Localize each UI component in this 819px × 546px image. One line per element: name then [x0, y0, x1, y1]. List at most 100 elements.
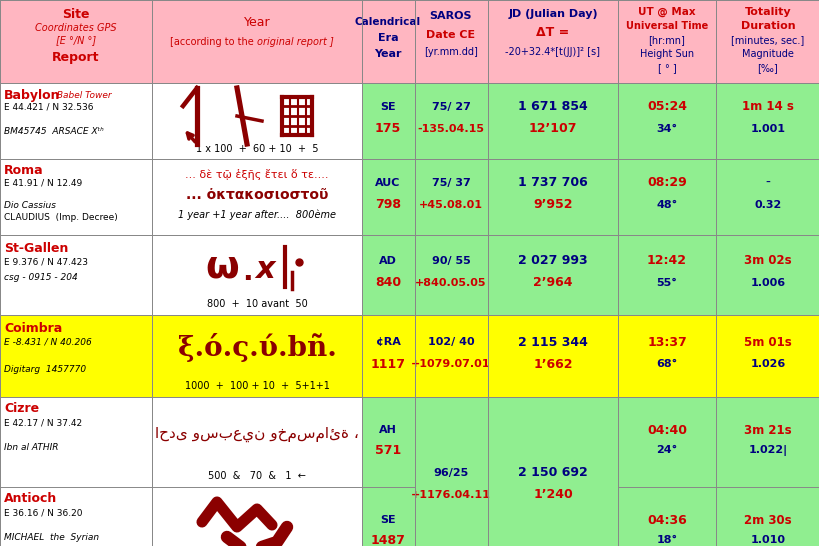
Text: 3m 21s: 3m 21s	[744, 424, 791, 436]
Text: 1m 14 s: 1m 14 s	[741, 100, 793, 114]
Text: 34°: 34°	[656, 124, 676, 134]
Text: SAROS: SAROS	[429, 11, 472, 21]
Text: 04:40: 04:40	[646, 424, 686, 436]
Bar	[414, 83, 487, 159]
Text: SE: SE	[380, 515, 396, 525]
Bar	[618, 397, 715, 546]
Text: +45.08.01: +45.08.01	[419, 200, 482, 210]
Text: Year: Year	[373, 49, 401, 59]
Bar	[0, 0, 152, 83]
Text: SE: SE	[380, 102, 396, 112]
Text: Ibn al ATHIR: Ibn al ATHIR	[4, 442, 58, 452]
Text: 12:42: 12:42	[646, 254, 686, 268]
Text: [yr.mm.dd]: [yr.mm.dd]	[423, 47, 477, 57]
Text: AD: AD	[378, 256, 396, 266]
Text: ¢RA: ¢RA	[375, 337, 400, 347]
Bar	[414, 159, 487, 235]
Text: 55°: 55°	[656, 278, 676, 288]
Bar	[0, 397, 152, 546]
Text: 5m 01s: 5m 01s	[743, 335, 791, 348]
Text: ... ὀκτακοσιοστοῦ: ... ὀκτακοσιοστοῦ	[186, 188, 328, 202]
Bar	[618, 83, 715, 159]
Text: UT @ Max: UT @ Max	[637, 7, 695, 17]
Text: 3m 02s: 3m 02s	[744, 254, 791, 268]
Text: E 9.376 / N 47.423: E 9.376 / N 47.423	[4, 258, 88, 266]
Text: Coimbra: Coimbra	[4, 322, 62, 335]
Text: [ ° ]: [ ° ]	[657, 63, 676, 73]
Bar	[487, 159, 618, 235]
Text: 1 year +1 year after....  800ème: 1 year +1 year after.... 800ème	[178, 210, 336, 220]
Text: 2 115 344: 2 115 344	[518, 335, 587, 348]
Text: +1176.04.11: +1176.04.11	[410, 490, 491, 500]
Bar	[715, 159, 819, 235]
Bar	[414, 0, 487, 83]
Text: E 42.17 / N 37.42: E 42.17 / N 37.42	[4, 418, 82, 428]
Text: csg - 0915 - 204: csg - 0915 - 204	[4, 272, 78, 282]
Text: Site: Site	[62, 8, 89, 21]
Text: E 36.16 / N 36.20: E 36.16 / N 36.20	[4, 508, 83, 518]
Bar	[487, 315, 618, 397]
Text: 1.006: 1.006	[749, 278, 785, 288]
Bar	[715, 397, 819, 546]
Text: Report: Report	[52, 50, 100, 63]
Bar	[414, 397, 487, 546]
Bar	[487, 0, 618, 83]
Text: E -8.431 / N 40.206: E -8.431 / N 40.206	[4, 337, 92, 347]
Text: BM45745  ARSACE Xᵗʰ: BM45745 ARSACE Xᵗʰ	[4, 127, 104, 135]
Text: ΔT =: ΔT =	[536, 26, 569, 39]
Text: Cizre: Cizre	[4, 402, 39, 416]
Bar	[152, 235, 361, 315]
Text: ω: ω	[205, 248, 238, 286]
Text: Coordinates GPS: Coordinates GPS	[35, 23, 116, 33]
Text: -: -	[765, 176, 770, 190]
Text: .: .	[242, 258, 252, 286]
Text: [E °/N °]: [E °/N °]	[56, 35, 96, 45]
Text: 571: 571	[374, 443, 400, 456]
Text: 12’107: 12’107	[528, 122, 577, 135]
Text: 2’964: 2’964	[532, 276, 572, 289]
Text: Dio Cassius: Dio Cassius	[4, 200, 56, 210]
Text: Date CE: Date CE	[426, 30, 475, 40]
Bar	[361, 397, 414, 546]
Text: 800  +  10 avant  50: 800 + 10 avant 50	[206, 299, 307, 309]
Text: 1 671 854: 1 671 854	[518, 100, 587, 114]
Bar	[414, 315, 487, 397]
Text: Digitarg  1457770: Digitarg 1457770	[4, 365, 86, 375]
Text: Duration: Duration	[740, 21, 794, 31]
Bar	[715, 235, 819, 315]
Text: E 44.421 / N 32.536: E 44.421 / N 32.536	[4, 103, 93, 111]
Text: Year: Year	[243, 15, 270, 28]
Text: Babel Tower: Babel Tower	[54, 91, 111, 99]
Bar	[715, 83, 819, 159]
Text: Era: Era	[378, 33, 398, 43]
Bar	[0, 315, 152, 397]
Bar	[618, 315, 715, 397]
Text: ξ.ό.ς.ύ.bñ.: ξ.ό.ς.ύ.bñ.	[178, 334, 336, 363]
Bar	[414, 235, 487, 315]
Text: 13:37: 13:37	[646, 335, 686, 348]
Text: [minutes, sec.]: [minutes, sec.]	[731, 35, 803, 45]
Text: ... δὲ τῷ ἑξῆς ἔτει ὅ τε....: ... δὲ τῷ ἑξῆς ἔτει ὅ τε....	[185, 170, 328, 181]
Text: -20+32.4*[t(JJ)]² [s]: -20+32.4*[t(JJ)]² [s]	[505, 47, 600, 57]
Text: Height Sun: Height Sun	[639, 49, 693, 59]
Text: Universal Time: Universal Time	[625, 21, 708, 31]
Bar	[152, 397, 361, 546]
Text: Roma: Roma	[4, 164, 43, 177]
Bar	[715, 315, 819, 397]
Text: 2 027 993: 2 027 993	[518, 254, 587, 268]
Text: 08:29: 08:29	[646, 176, 686, 189]
Text: Totality: Totality	[744, 7, 790, 17]
Text: 798: 798	[374, 199, 400, 211]
Text: Babylon: Babylon	[4, 88, 61, 102]
Text: 75/ 37: 75/ 37	[431, 178, 470, 188]
Text: Magnitude: Magnitude	[741, 49, 793, 59]
Text: احدى وسبعين وخمسمائة ،: احدى وسبعين وخمسمائة ،	[155, 426, 359, 442]
Text: 05:24: 05:24	[646, 100, 686, 114]
Text: 1’662: 1’662	[532, 358, 572, 371]
Text: 1487: 1487	[370, 533, 405, 546]
Text: 1.022|: 1.022|	[748, 444, 786, 455]
Bar	[361, 83, 414, 159]
Text: 0.32: 0.32	[753, 200, 781, 210]
Bar	[0, 159, 152, 235]
Text: St-Gallen: St-Gallen	[4, 241, 68, 254]
